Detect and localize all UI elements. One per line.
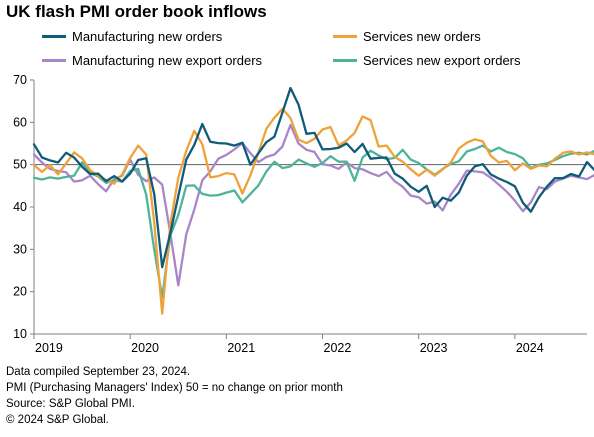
legend-label-manufacturing-new-orders: Manufacturing new orders xyxy=(72,29,223,44)
y-tick-label-30: 30 xyxy=(13,242,27,256)
x-tick-label-2019: 2019 xyxy=(35,341,63,355)
y-tick-label-60: 60 xyxy=(13,115,27,129)
legend-label-services-new-orders: Services new orders xyxy=(363,29,481,44)
legend-swatch-services-new-orders xyxy=(333,35,357,38)
y-tick-label-50: 50 xyxy=(13,158,27,172)
x-tick-label-2020: 2020 xyxy=(131,341,159,355)
y-tick-label-70: 70 xyxy=(13,73,27,87)
x-tick-label-2024: 2024 xyxy=(516,341,544,355)
x-tick-label-2023: 2023 xyxy=(420,341,448,355)
y-tick-label-10: 10 xyxy=(13,327,27,341)
legend-item-services-new-orders: Services new orders xyxy=(333,29,481,44)
footnote-source: Source: S&P Global PMI. xyxy=(6,398,135,410)
y-tick-label-20: 20 xyxy=(13,285,27,299)
x-tick-label-2021: 2021 xyxy=(227,341,255,355)
legend-label-services-new-export-orders: Services new export orders xyxy=(363,53,521,68)
footnote-copyright: © 2024 S&P Global. xyxy=(6,414,109,426)
legend-item-services-new-export-orders: Services new export orders xyxy=(333,53,521,68)
footnotes: Data compiled September 23, 2024. PMI (P… xyxy=(6,364,343,428)
legend-swatch-manufacturing-new-export-orders xyxy=(42,59,66,62)
series-line-services-new-orders xyxy=(32,107,594,315)
x-tick-label-2022: 2022 xyxy=(324,341,352,355)
series-line-manufacturing-new-orders xyxy=(32,86,594,269)
legend-item-manufacturing-new-orders: Manufacturing new orders xyxy=(42,29,222,44)
legend: Manufacturing new orders Services new or… xyxy=(0,0,594,80)
legend-swatch-services-new-export-orders xyxy=(333,59,357,62)
footnote-pmi-definition: PMI (Purchasing Managers' Index) 50 = no… xyxy=(6,382,343,394)
footnote-data-compiled: Data compiled September 23, 2024. xyxy=(6,366,191,378)
legend-label-manufacturing-new-export-orders: Manufacturing new export orders xyxy=(72,53,263,68)
chart-title: UK flash PMI order book inflows xyxy=(6,2,267,21)
legend-item-manufacturing-new-export-orders: Manufacturing new export orders xyxy=(42,53,262,68)
legend-swatch-manufacturing-new-orders xyxy=(42,35,66,38)
series-line-manufacturing-new-export-orders xyxy=(32,123,594,287)
y-tick-label-40: 40 xyxy=(13,200,27,214)
series-line-services-new-export-orders xyxy=(32,144,594,299)
